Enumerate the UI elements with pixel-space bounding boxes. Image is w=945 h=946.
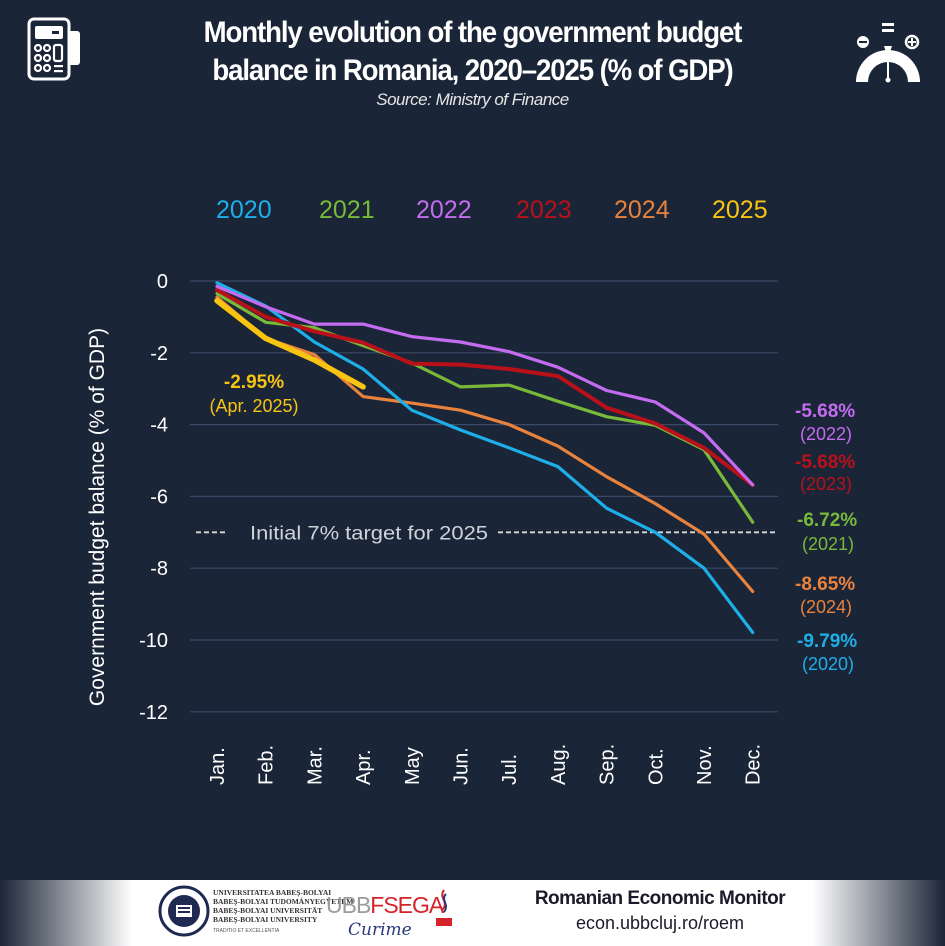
chart-legend: 2020 2021 2022 2023 2024 2025 xyxy=(0,196,945,226)
signature: Curime xyxy=(348,920,412,940)
x-tick-label: Jan. xyxy=(207,747,229,785)
legend-item-2020: 2020 xyxy=(216,196,272,224)
annotation-value-2024: -8.65% xyxy=(795,574,855,595)
university-name: UNIVERSITATEA BABEȘ-BOLYAI BABEŞ-BOLYAI … xyxy=(213,888,354,924)
line-chart: 0 -2 -4 -6 -8 -10 -12 Jan. Feb. Mar. Apr. May Jun. Ju… xyxy=(139,271,857,785)
legend-item-2024: 2024 xyxy=(614,196,670,224)
series-line-2022 xyxy=(215,284,755,487)
x-tick-label: Apr. xyxy=(353,749,375,785)
monitor-url[interactable]: econ.ubbcluj.ro/roem xyxy=(575,913,745,933)
fsega-emblem-icon xyxy=(436,889,452,926)
footer: UNIVERSITATEA BABEȘ-BOLYAI BABEŞ-BOLYAI … xyxy=(0,880,945,946)
annotation-note-2024: (2024) xyxy=(800,597,852,617)
university-seal-logo xyxy=(158,885,210,937)
y-tick-label: -6 xyxy=(150,486,168,508)
gauge-balance-icon xyxy=(856,23,920,83)
target-line-label: Initial 7% target for 2025 xyxy=(250,523,488,544)
title-line-1: Monthly evolution of the government budg… xyxy=(203,16,743,49)
annotation-note-2022: (2022) xyxy=(800,424,852,444)
fsega-logo: UBBFSEGA xyxy=(326,892,444,918)
series-line-2024 xyxy=(215,295,755,594)
annotation-note-2025: (Apr. 2025) xyxy=(209,396,298,416)
series-line-2025 xyxy=(214,297,366,390)
annotation-note-2020: (2020) xyxy=(802,654,854,674)
x-tick-label: Jun. xyxy=(451,747,473,785)
series-line-2020 xyxy=(215,281,755,635)
x-tick-label: Jul. xyxy=(499,754,521,785)
annotation-value-2022: -5.68% xyxy=(795,401,855,422)
chart-source: Source: Ministry of Finance xyxy=(376,90,569,109)
annotation-note-2023: (2023) xyxy=(800,474,852,494)
annotation-value-2020: -9.79% xyxy=(797,631,857,652)
series-line-2023 xyxy=(215,288,755,487)
y-tick-label: -12 xyxy=(139,702,168,724)
calculator-icon xyxy=(27,17,80,81)
legend-item-2023: 2023 xyxy=(516,196,572,224)
title-line-2: balance in Romania, 2020–2025 (% of GDP) xyxy=(212,54,733,87)
y-tick-label: -8 xyxy=(150,558,168,580)
x-tick-label: May xyxy=(402,747,424,785)
y-tick-label: -10 xyxy=(139,630,168,652)
annotation-value-2023: -5.68% xyxy=(795,452,855,473)
x-tick-label: Sep. xyxy=(597,744,619,785)
annotation-value-2021: -6.72% xyxy=(797,510,857,531)
x-tick-label: Nov. xyxy=(694,745,716,785)
chart-title: Monthly evolution of the government budg… xyxy=(148,14,797,90)
annotation-value-2025: -2.95% xyxy=(224,372,284,393)
x-tick-label: Oct. xyxy=(645,748,667,785)
x-tick-label: Dec. xyxy=(743,744,765,785)
x-tick-label: Aug. xyxy=(548,744,570,785)
university-motto: TRADITIO ET EXCELLENTIA xyxy=(213,928,280,934)
legend-item-2022: 2022 xyxy=(416,196,472,224)
x-tick-label: Mar. xyxy=(304,746,326,785)
y-tick-label: -2 xyxy=(150,343,168,365)
legend-item-2021: 2021 xyxy=(319,196,375,224)
x-tick-label: Feb. xyxy=(256,745,278,785)
legend-item-2025: 2025 xyxy=(712,196,768,224)
y-tick-label: -4 xyxy=(150,415,168,437)
y-tick-label: 0 xyxy=(157,271,168,293)
annotation-note-2021: (2021) xyxy=(802,534,854,554)
monitor-title: Romanian Economic Monitor xyxy=(534,888,786,909)
